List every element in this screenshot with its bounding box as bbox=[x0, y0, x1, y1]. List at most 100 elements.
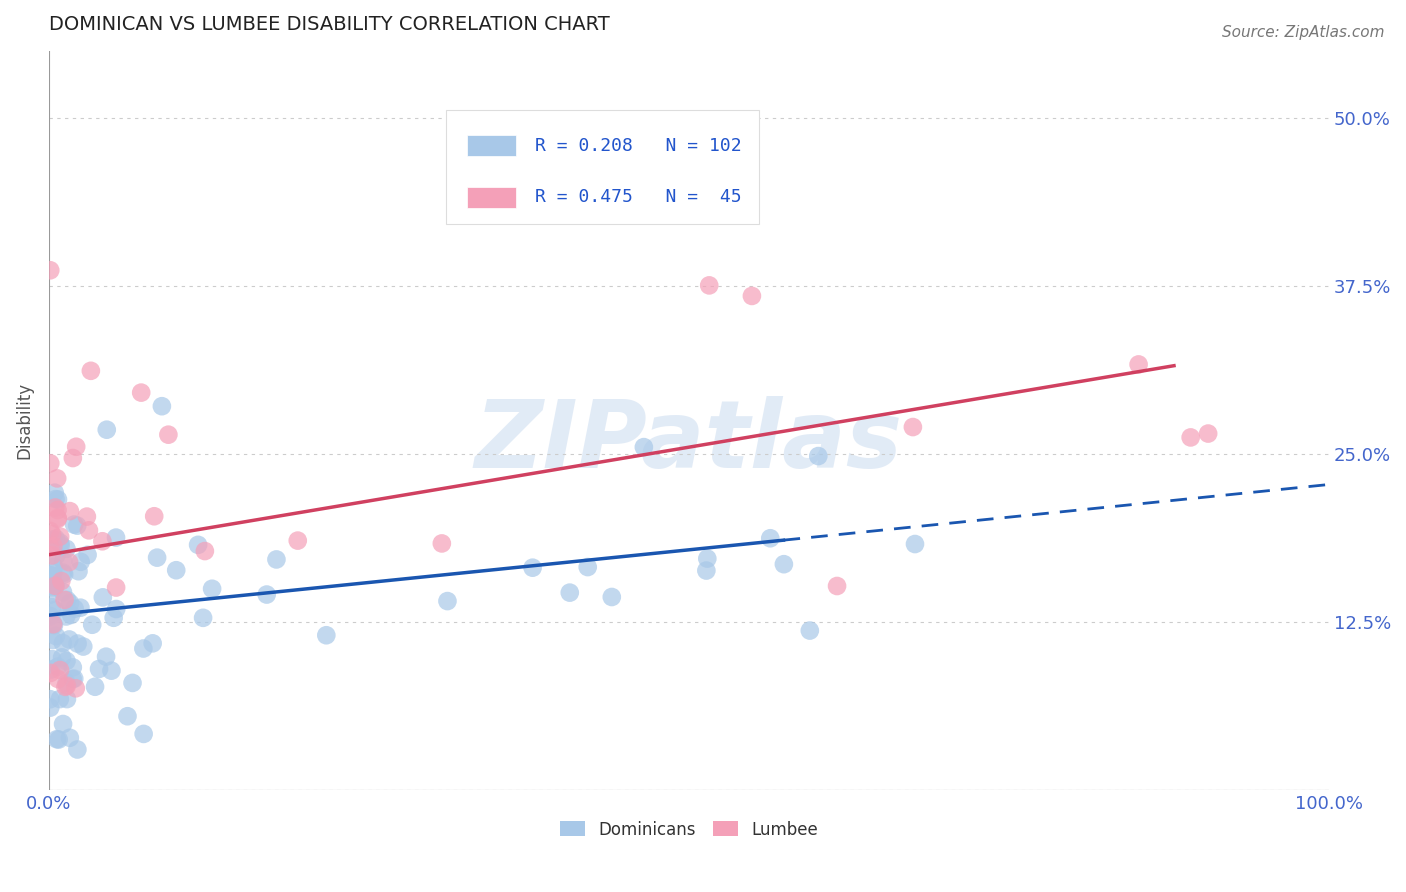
Point bbox=[55, 676, 77, 690]
Point bbox=[82, 617, 104, 632]
Point bbox=[576, 560, 599, 574]
Point bbox=[56, 679, 79, 693]
Point bbox=[901, 420, 924, 434]
Point bbox=[45, 532, 67, 546]
Point bbox=[41, 569, 63, 583]
Point bbox=[39, 588, 62, 602]
Point bbox=[132, 727, 155, 741]
Point bbox=[55, 680, 77, 694]
Point bbox=[42, 579, 65, 593]
Point bbox=[201, 582, 224, 596]
Point bbox=[42, 539, 65, 553]
Point bbox=[100, 664, 122, 678]
Legend: Dominicans, Lumbee: Dominicans, Lumbee bbox=[554, 814, 824, 846]
Point bbox=[39, 663, 62, 677]
Point bbox=[266, 552, 288, 566]
Point bbox=[41, 600, 63, 615]
Point bbox=[105, 581, 128, 595]
Point bbox=[51, 574, 73, 588]
Point bbox=[59, 504, 82, 518]
Point bbox=[72, 640, 94, 654]
FancyBboxPatch shape bbox=[467, 187, 516, 208]
Point bbox=[48, 732, 70, 747]
Point bbox=[1128, 358, 1150, 372]
Text: R = 0.475   N =  45: R = 0.475 N = 45 bbox=[536, 188, 742, 206]
Point bbox=[1197, 426, 1219, 441]
Point bbox=[49, 538, 72, 552]
Point bbox=[39, 692, 62, 706]
Point bbox=[62, 672, 84, 686]
Point bbox=[91, 591, 114, 605]
Point bbox=[41, 527, 63, 541]
Point bbox=[44, 603, 66, 617]
Text: DOMINICAN VS LUMBEE DISABILITY CORRELATION CHART: DOMINICAN VS LUMBEE DISABILITY CORRELATI… bbox=[49, 15, 610, 34]
Point bbox=[45, 579, 67, 593]
Point bbox=[42, 617, 65, 632]
Point bbox=[63, 672, 86, 686]
Point bbox=[105, 602, 128, 616]
Point bbox=[44, 579, 66, 593]
Point bbox=[695, 564, 717, 578]
Point bbox=[41, 571, 63, 585]
Point bbox=[807, 449, 830, 463]
Point bbox=[105, 531, 128, 545]
Point bbox=[62, 660, 84, 674]
Point bbox=[62, 450, 84, 465]
Point bbox=[42, 533, 65, 547]
Point bbox=[256, 588, 278, 602]
Point bbox=[904, 537, 927, 551]
Point bbox=[65, 440, 87, 454]
FancyBboxPatch shape bbox=[446, 110, 759, 225]
Point bbox=[67, 564, 90, 578]
Point bbox=[44, 485, 66, 500]
Point bbox=[46, 659, 69, 673]
Point bbox=[187, 538, 209, 552]
Point bbox=[46, 471, 69, 485]
Point bbox=[55, 541, 77, 556]
Point bbox=[91, 534, 114, 549]
Point bbox=[60, 607, 83, 622]
Point bbox=[44, 500, 66, 515]
Point bbox=[94, 649, 117, 664]
Point bbox=[39, 524, 62, 538]
Point bbox=[53, 593, 76, 607]
Point bbox=[52, 585, 75, 599]
Point bbox=[55, 609, 77, 624]
Point bbox=[191, 611, 214, 625]
Point bbox=[633, 440, 655, 454]
Point bbox=[41, 569, 63, 583]
Point bbox=[430, 536, 453, 550]
Point bbox=[143, 509, 166, 524]
Point bbox=[53, 567, 76, 582]
Point bbox=[41, 652, 63, 666]
Text: ZIPatlas: ZIPatlas bbox=[475, 396, 903, 489]
Point bbox=[42, 632, 65, 647]
Y-axis label: Disability: Disability bbox=[15, 382, 32, 458]
Point bbox=[39, 574, 62, 589]
Point bbox=[42, 617, 65, 632]
Point bbox=[49, 535, 72, 549]
Point bbox=[66, 742, 89, 756]
Point bbox=[46, 492, 69, 507]
Point bbox=[59, 596, 82, 610]
Point bbox=[42, 566, 65, 580]
Point bbox=[1180, 430, 1202, 444]
Point bbox=[96, 423, 118, 437]
Point bbox=[46, 511, 69, 525]
Point bbox=[49, 530, 72, 544]
Point bbox=[39, 456, 62, 470]
Point bbox=[56, 692, 79, 706]
Point bbox=[52, 636, 75, 650]
Point bbox=[142, 636, 165, 650]
Point bbox=[46, 512, 69, 526]
Point bbox=[522, 560, 544, 574]
Point bbox=[63, 517, 86, 532]
Point bbox=[39, 609, 62, 624]
Point bbox=[42, 559, 65, 574]
Point bbox=[759, 531, 782, 545]
Point bbox=[799, 624, 821, 638]
Point bbox=[45, 629, 67, 643]
Point bbox=[45, 732, 67, 747]
Point bbox=[696, 551, 718, 566]
Point bbox=[39, 700, 62, 714]
